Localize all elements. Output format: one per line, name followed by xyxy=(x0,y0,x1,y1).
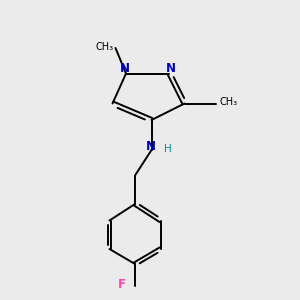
Text: F: F xyxy=(118,278,125,291)
Text: N: N xyxy=(166,62,176,75)
Text: CH₃: CH₃ xyxy=(220,97,238,107)
Text: N: N xyxy=(146,140,156,154)
Text: H: H xyxy=(164,143,172,154)
Text: CH₃: CH₃ xyxy=(95,41,113,52)
Text: N: N xyxy=(119,62,130,75)
